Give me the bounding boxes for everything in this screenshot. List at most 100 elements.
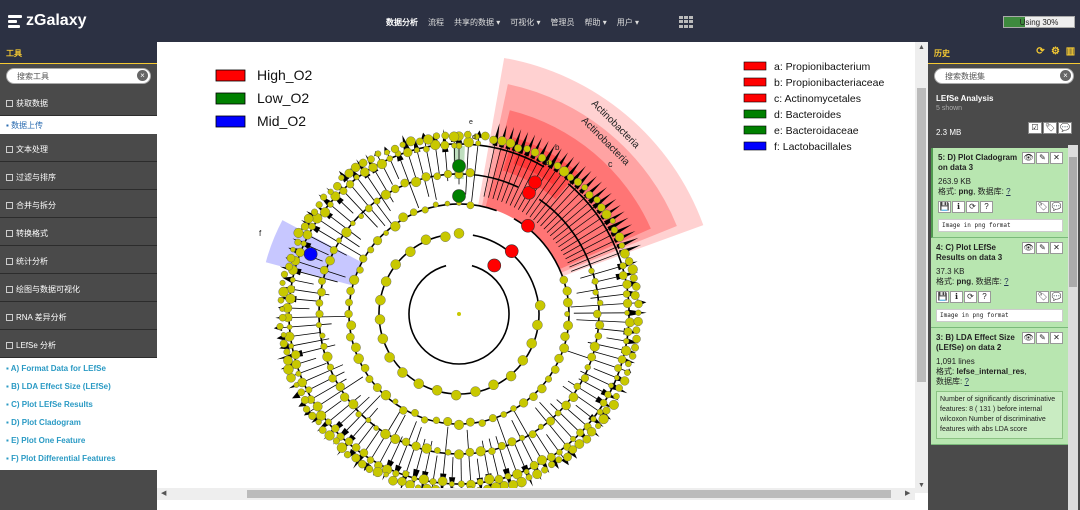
tool-lefse-cladogram[interactable]: ▪ D) Plot Cladogram [6, 418, 81, 427]
dataset-dbkey[interactable]: ? [964, 377, 969, 386]
scroll-down-icon[interactable]: ▼ [918, 482, 925, 489]
taxon-node [290, 246, 296, 253]
nav-help[interactable]: 帮助 ▾ [584, 18, 607, 27]
legend-swatch-low_o2 [215, 92, 246, 105]
taxon-node [473, 133, 480, 140]
select-items-icon[interactable]: ☑ [1028, 122, 1042, 134]
taxon-node [349, 274, 360, 285]
tool-section-join-split[interactable]: 合并与拆分 [0, 190, 157, 218]
gear-icon[interactable]: ⚙ [1051, 46, 1060, 57]
tool-section-text[interactable]: 文本处理 [0, 134, 157, 162]
dataset-dbkey[interactable]: ? [1006, 187, 1011, 196]
tool-section-convert[interactable]: 转换格式 [0, 218, 157, 246]
history-search-input[interactable]: 搜索数据集 × [934, 68, 1074, 84]
history-scroll-thumb[interactable] [1069, 157, 1077, 287]
rerun-icon[interactable]: ⟳ [964, 291, 977, 303]
tool-section-statistics[interactable]: 统计分析 [0, 246, 157, 274]
tool-lefse-one-feature[interactable]: ▪ E) Plot One Feature [6, 436, 86, 445]
taxon-node [563, 320, 573, 331]
tool-lefse-plot-results[interactable]: ▪ C) Plot LEfSe Results [6, 400, 93, 409]
tool-section-plot[interactable]: 绘图与数据可视化 [0, 274, 157, 302]
scroll-left-icon[interactable]: ◀ [161, 490, 167, 497]
taxon-node [624, 310, 630, 316]
clear-search-icon[interactable]: × [137, 70, 148, 81]
history-name[interactable]: LEfSe Analysis [936, 94, 994, 103]
taxon-node [423, 134, 434, 145]
taxon-node [332, 437, 340, 445]
center-horizontal-scrollbar[interactable]: ◀ ▶ [157, 488, 915, 500]
taxon-node [364, 204, 373, 213]
node-actinobacteria [487, 258, 502, 273]
eye-icon[interactable]: 👁 [1022, 152, 1035, 164]
annotation-icon[interactable]: 💬 [1058, 122, 1072, 134]
taxa-legend-swatch [743, 61, 767, 71]
nav-admin[interactable]: 管理员 [550, 18, 575, 27]
taxon-node [547, 452, 556, 462]
info-icon[interactable]: ℹ [950, 291, 963, 303]
save-icon[interactable]: 💾 [938, 201, 951, 213]
tool-section-filter-sort[interactable]: 过滤与排序 [0, 162, 157, 190]
help-icon[interactable]: ? [978, 291, 991, 303]
tool-upload-data[interactable]: ▪ 数据上传 [0, 116, 157, 134]
tool-section-get-data[interactable]: 获取数据 [0, 88, 157, 116]
columns-icon[interactable]: ▥ [1065, 46, 1076, 57]
dataset-title[interactable]: 5: D) Plot Cladogram on data 3 [938, 153, 1018, 172]
refresh-icon[interactable]: ⟳ [1036, 46, 1045, 57]
nav-analyze[interactable]: 数据分析 [386, 18, 418, 27]
tag-icon[interactable]: 🏷 [1036, 291, 1049, 303]
history-scrollbar[interactable] [1068, 145, 1078, 510]
pencil-icon[interactable]: ✎ [1036, 242, 1049, 254]
tool-lefse-lda[interactable]: ▪ B) LDA Effect Size (LEfSe) [6, 382, 111, 391]
dataset-title[interactable]: 3: B) LDA Effect Size (LEfSe) on data 2 [936, 333, 1015, 352]
delete-icon[interactable]: ✕ [1050, 242, 1063, 254]
center-hscroll-thumb[interactable] [247, 490, 891, 498]
comment-icon[interactable]: 💬 [1050, 291, 1063, 303]
nav-visualization[interactable]: 可视化 ▾ [510, 18, 541, 27]
save-icon[interactable]: 💾 [936, 291, 949, 303]
pencil-icon[interactable]: ✎ [1036, 152, 1049, 164]
comment-icon[interactable]: 💬 [1050, 201, 1063, 213]
taxon-node [554, 353, 564, 364]
dataset-item[interactable]: 4: C) Plot LEfSe Results on data 3 👁 ✎ ✕… [931, 238, 1068, 328]
taxon-node [608, 382, 614, 389]
scroll-up-icon[interactable]: ▲ [918, 44, 925, 51]
tool-lefse-format[interactable]: ▪ A) Format Data for LEfSe [6, 364, 106, 373]
center-vertical-scrollbar[interactable]: ▲ ▼ [915, 42, 928, 493]
tool-search-input[interactable]: 搜索工具 × [6, 68, 151, 84]
tool-lefse-diff-features[interactable]: ▪ F) Plot Differential Features [6, 454, 116, 463]
center-vscroll-thumb[interactable] [917, 88, 926, 382]
help-icon[interactable]: ? [980, 201, 993, 213]
tag-icon[interactable]: 🏷 [1036, 201, 1049, 213]
clear-history-search-icon[interactable]: × [1060, 70, 1071, 81]
dataset-dbkey[interactable]: ? [1004, 277, 1009, 286]
scroll-right-icon[interactable]: ▶ [905, 490, 911, 497]
taxon-node [358, 459, 367, 469]
tool-section-rna[interactable]: RNA 差异分析 [0, 302, 157, 330]
dataset-item[interactable]: 3: B) LDA Effect Size (LEfSe) on data 2 … [931, 328, 1068, 445]
eye-icon[interactable]: 👁 [1022, 332, 1035, 344]
leaf-fan [541, 144, 556, 166]
taxon-node [500, 411, 507, 418]
taxon-node [359, 254, 368, 263]
tags-icon[interactable]: 🏷 [1043, 122, 1057, 134]
rerun-icon[interactable]: ⟳ [966, 201, 979, 213]
eye-icon[interactable]: 👁 [1022, 242, 1035, 254]
pencil-icon[interactable]: ✎ [1036, 332, 1049, 344]
nav-shared-data[interactable]: 共享的数据 ▾ [454, 18, 501, 27]
taxon-node [585, 190, 594, 199]
delete-icon[interactable]: ✕ [1050, 152, 1063, 164]
info-icon[interactable]: ℹ [952, 201, 965, 213]
brand-logo[interactable]: zGalaxy [8, 12, 86, 30]
dataset-info: Number of significantly discriminative f… [936, 391, 1063, 439]
dataset-item[interactable]: 5: D) Plot Cladogram on data 3 👁 ✎ ✕ 263… [931, 148, 1068, 238]
scratchbook-grid-icon[interactable] [679, 16, 693, 28]
delete-icon[interactable]: ✕ [1050, 332, 1063, 344]
tree-branch [471, 137, 480, 202]
nav-user[interactable]: 用户 ▾ [616, 18, 639, 27]
node-f [303, 247, 318, 261]
dataset-title[interactable]: 4: C) Plot LEfSe Results on data 3 [936, 243, 1003, 262]
taxon-node [365, 417, 372, 423]
taxon-node [286, 324, 293, 330]
tool-section-lefse[interactable]: LEfSe 分析 [0, 330, 157, 358]
nav-workflow[interactable]: 流程 [428, 18, 444, 27]
